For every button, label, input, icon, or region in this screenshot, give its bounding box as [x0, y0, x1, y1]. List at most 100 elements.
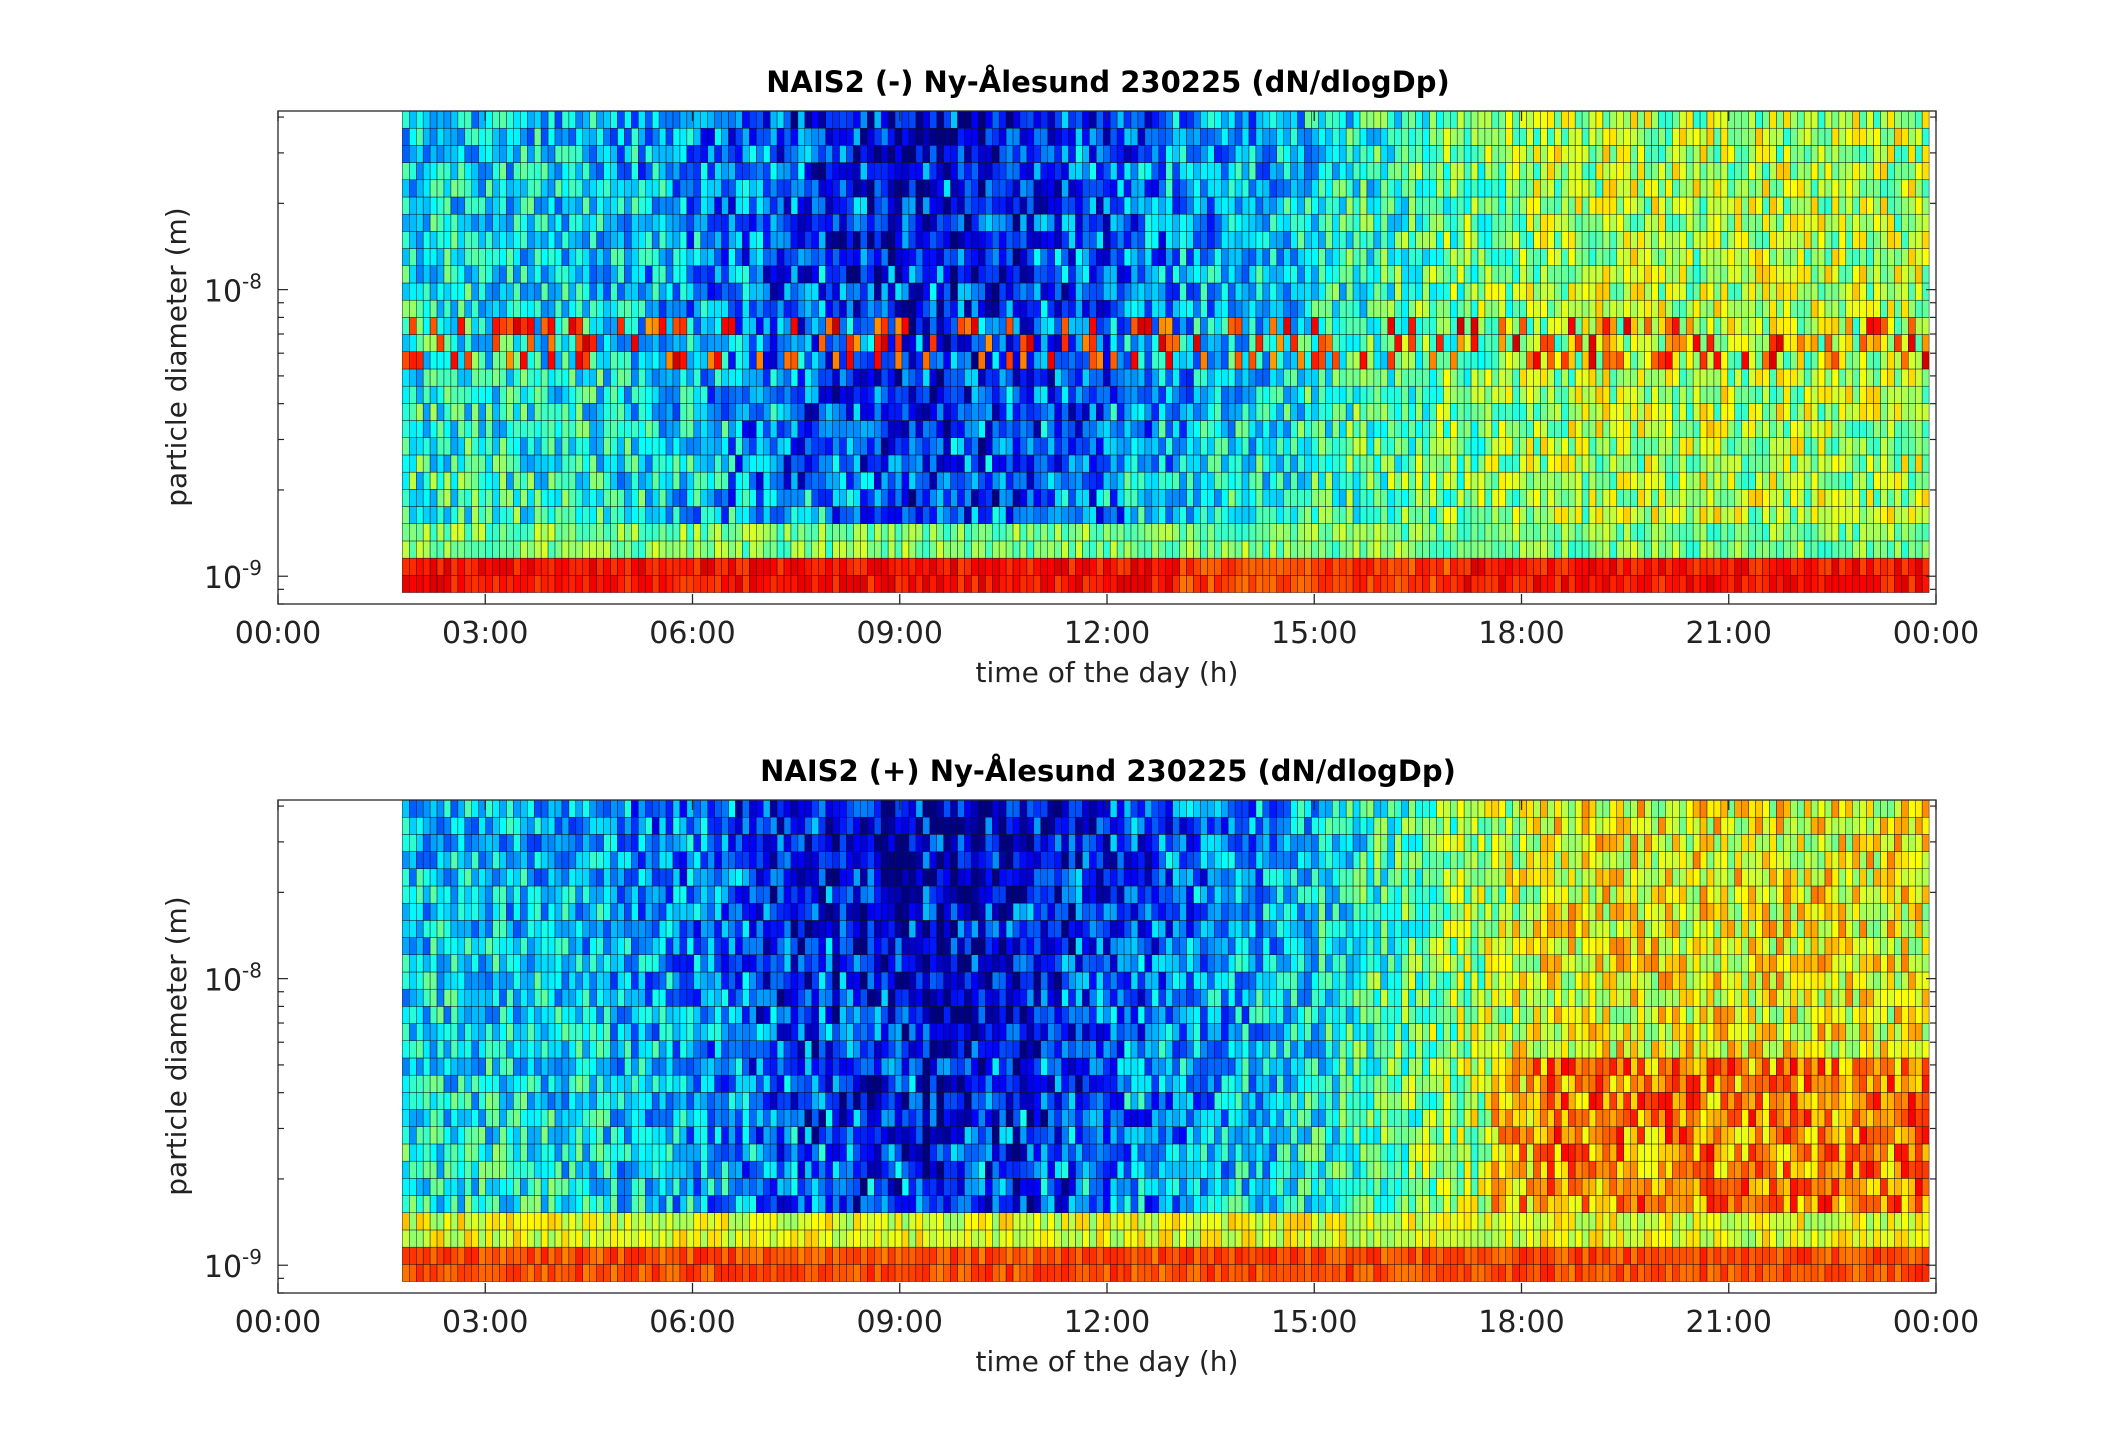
- heatmap-cell: [1193, 471, 1201, 490]
- heatmap-cell: [1283, 351, 1291, 370]
- heatmap-cell: [1096, 368, 1104, 387]
- heatmap-cell: [1130, 557, 1139, 576]
- heatmap-cell: [1332, 317, 1340, 335]
- heatmap-cell: [700, 317, 708, 335]
- heatmap-cell: [1221, 489, 1229, 507]
- heatmap-cell: [1075, 196, 1083, 215]
- heatmap-cell: [762, 231, 771, 249]
- heatmap-cell: [1276, 265, 1284, 284]
- heatmap-cell: [568, 575, 577, 593]
- heatmap-cell: [402, 334, 410, 352]
- heatmap-cell: [1311, 385, 1319, 404]
- heatmap-cell: [1318, 385, 1326, 404]
- heatmap-cell: [707, 196, 715, 215]
- heatmap-cell: [1616, 540, 1624, 559]
- heatmap-cell: [1505, 162, 1513, 181]
- heatmap-cell: [540, 489, 549, 507]
- heatmap-cell: [1463, 265, 1472, 284]
- heatmap-cell: [1505, 454, 1513, 473]
- heatmap-cell: [1491, 334, 1500, 352]
- heatmap-cell: [1012, 162, 1021, 181]
- heatmap-cell: [1311, 231, 1319, 249]
- heatmap-cell: [1089, 368, 1097, 387]
- heatmap-cell: [1047, 403, 1055, 421]
- heatmap-cell: [1186, 403, 1194, 421]
- heatmap-cell: [1623, 162, 1631, 181]
- heatmap-cell: [547, 213, 556, 232]
- heatmap-cell: [700, 248, 708, 267]
- heatmap-cell: [1248, 127, 1257, 146]
- heatmap-cell: [527, 334, 535, 352]
- heatmap-cell: [1568, 368, 1576, 387]
- heatmap-cell: [1588, 540, 1597, 559]
- heatmap-cell: [1450, 282, 1458, 301]
- heatmap-cell: [1290, 317, 1298, 335]
- heatmap-cell: [1012, 127, 1021, 146]
- heatmap-cell: [1436, 299, 1444, 318]
- heatmap-cell: [971, 196, 979, 215]
- heatmap-cell: [624, 351, 632, 370]
- heatmap-cell: [797, 334, 806, 352]
- heatmap-cell: [992, 196, 1000, 215]
- heatmap-cell: [1574, 420, 1583, 438]
- heatmap-cell: [1269, 265, 1277, 284]
- heatmap-cell: [1144, 454, 1153, 473]
- heatmap-cell: [874, 334, 882, 352]
- heatmap-cell: [1422, 420, 1430, 438]
- heatmap-cell: [1609, 437, 1618, 456]
- heatmap-cell: [464, 231, 472, 249]
- heatmap-cell: [867, 127, 875, 146]
- heatmap-cell: [638, 540, 646, 559]
- heatmap-cell: [714, 162, 722, 181]
- heatmap-cell: [1144, 368, 1153, 387]
- heatmap-cell: [1165, 351, 1173, 370]
- heatmap-cell: [672, 248, 681, 267]
- heatmap-cell: [1297, 282, 1305, 301]
- heatmap-cell: [1498, 403, 1506, 421]
- heatmap-cell: [1290, 196, 1298, 215]
- heatmap-cell: [929, 334, 937, 352]
- heatmap-cell: [1012, 196, 1021, 215]
- heatmap-cell: [943, 265, 951, 284]
- heatmap-cell: [1123, 403, 1132, 421]
- heatmap-cell: [603, 420, 611, 438]
- heatmap-cell: [1054, 213, 1062, 232]
- heatmap-cell: [797, 575, 806, 593]
- heatmap-cell: [1151, 231, 1160, 249]
- heatmap-cell: [658, 557, 667, 576]
- heatmap-cell: [762, 506, 771, 524]
- heatmap-cell: [679, 523, 688, 542]
- heatmap-cell: [1109, 282, 1118, 301]
- heatmap-cell: [1373, 506, 1382, 524]
- heatmap-cell: [825, 196, 833, 215]
- heatmap-cell: [533, 385, 542, 404]
- heatmap-cell: [1082, 162, 1090, 181]
- heatmap-cell: [700, 368, 708, 387]
- heatmap-cell: [679, 334, 688, 352]
- heatmap-cell: [1498, 231, 1506, 249]
- heatmap-cell: [672, 575, 681, 593]
- heatmap-cell: [693, 471, 701, 490]
- heatmap-cell: [825, 489, 833, 507]
- heatmap-cell: [1401, 231, 1409, 249]
- heatmap-cell: [1144, 506, 1153, 524]
- heatmap-cell: [665, 196, 674, 215]
- heatmap-cell: [1429, 437, 1437, 456]
- heatmap-cell: [457, 196, 466, 215]
- heatmap-cell: [957, 299, 965, 318]
- heatmap-cell: [450, 282, 459, 301]
- heatmap-cell: [1200, 420, 1208, 438]
- heatmap-cell: [1276, 179, 1284, 198]
- heatmap-cell: [1276, 385, 1284, 404]
- heatmap-cell: [672, 231, 681, 249]
- heatmap-cell: [645, 437, 653, 456]
- heatmap-cell: [992, 127, 1000, 146]
- heatmap-cell: [957, 265, 965, 284]
- heatmap-cell: [832, 317, 840, 335]
- heatmap-cell: [867, 471, 875, 490]
- heatmap-cell: [1130, 317, 1139, 335]
- heatmap-cell: [693, 385, 701, 404]
- heatmap-cell: [1338, 523, 1347, 542]
- heatmap-cell: [1283, 420, 1291, 438]
- heatmap-cell: [631, 282, 639, 301]
